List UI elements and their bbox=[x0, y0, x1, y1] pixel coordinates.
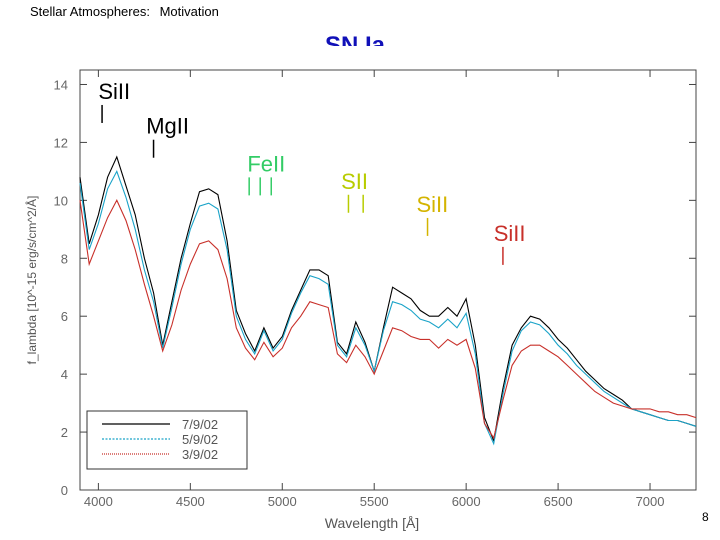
y-tick-label: 8 bbox=[61, 251, 68, 266]
line-id-label: SiII bbox=[494, 221, 526, 246]
y-tick-label: 4 bbox=[61, 367, 68, 382]
line-id-label: SiII bbox=[417, 192, 449, 217]
line-id-label: MgII bbox=[146, 114, 189, 139]
x-axis-label: Wavelength [Å] bbox=[325, 515, 419, 531]
slide-title: SN Ia bbox=[324, 32, 386, 46]
y-tick-label: 6 bbox=[61, 309, 68, 324]
line-id-label: FeII bbox=[247, 151, 285, 176]
y-tick-label: 0 bbox=[61, 483, 68, 498]
x-tick-label: 6500 bbox=[544, 494, 573, 509]
y-tick-label: 12 bbox=[54, 135, 68, 150]
series-line-3 bbox=[79, 199, 697, 440]
x-tick-label: 7000 bbox=[636, 494, 665, 509]
line-id-label: SiII bbox=[98, 79, 130, 104]
series-line-2 bbox=[79, 170, 697, 446]
axis-ticks: 4000 4500 5000 5500 6000 6500 7000 0 2 4 6 8 10 12 14 bbox=[54, 70, 696, 509]
x-tick-label: 5500 bbox=[360, 494, 389, 509]
legend-label: 3/9/02 bbox=[182, 447, 218, 462]
y-axis-label: f_lambda [10^-15 erg/s/cm^2/Å] bbox=[24, 196, 39, 365]
legend-label: 7/9/02 bbox=[182, 417, 218, 432]
header-topic: Stellar Atmospheres: bbox=[30, 4, 150, 19]
y-tick-label: 2 bbox=[61, 425, 68, 440]
x-tick-label: 6000 bbox=[452, 494, 481, 509]
slide-header: Stellar Atmospheres: Motivation bbox=[30, 4, 225, 19]
x-tick-label: 4500 bbox=[176, 494, 205, 509]
legend-label: 5/9/02 bbox=[182, 432, 218, 447]
legend-box bbox=[86, 410, 248, 470]
page-number: 8 bbox=[702, 510, 709, 524]
annotations: SiII MgII FeII SII SiII SiII bbox=[98, 79, 526, 265]
y-tick-label: 10 bbox=[54, 193, 68, 208]
series-line-1 bbox=[79, 155, 697, 443]
x-tick-label: 5000 bbox=[268, 494, 297, 509]
header-section: Motivation bbox=[159, 4, 219, 19]
x-tick-label: 4000 bbox=[84, 494, 113, 509]
y-tick-label: 14 bbox=[54, 77, 68, 92]
series-lines bbox=[79, 155, 697, 446]
legend: 7/9/025/9/023/9/02 bbox=[86, 410, 248, 470]
line-id-label: SII bbox=[341, 169, 368, 194]
plot-frame bbox=[79, 69, 697, 491]
